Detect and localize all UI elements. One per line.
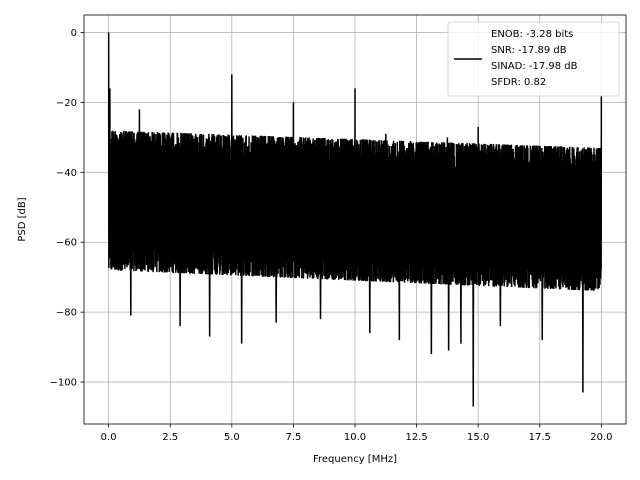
legend-label: ENOB: -3.28 bits <box>491 29 573 40</box>
y-tick-label: −100 <box>50 378 77 389</box>
x-tick-label: 2.5 <box>162 432 178 443</box>
x-tick-label: 0.0 <box>101 432 117 443</box>
legend: ENOB: -3.28 bits SNR: -17.89 dB SINAD: -17… <box>447 21 620 97</box>
ticks: 0.0 2.5 5.0 7.5 10.0 12.5 15.0 17.5 20.0 0 −20 −40 −… <box>50 28 613 443</box>
y-tick-label: −60 <box>56 238 77 249</box>
x-tick-label: 20.0 <box>590 432 612 443</box>
psd-series <box>107 32 603 407</box>
legend-label: SFDR: 0.82 <box>491 77 546 88</box>
y-tick-label: 0 <box>71 28 77 39</box>
psd-line <box>107 32 603 407</box>
x-tick-label: 10.0 <box>344 432 366 443</box>
x-tick-label: 17.5 <box>529 432 551 443</box>
legend-box <box>447 21 620 97</box>
x-axis-label: Frequency [MHz] <box>313 454 397 465</box>
y-tick-label: −80 <box>56 308 77 319</box>
x-tick-label: 15.0 <box>467 432 489 443</box>
y-tick-label: −20 <box>56 98 77 109</box>
legend-label: SNR: -17.89 dB <box>491 45 567 56</box>
x-tick-label: 7.5 <box>285 432 301 443</box>
legend-label: SINAD: -17.98 dB <box>491 61 578 72</box>
x-tick-label: 5.0 <box>224 432 240 443</box>
y-tick-label: −40 <box>56 168 77 179</box>
x-tick-label: 12.5 <box>405 432 427 443</box>
y-axis-label: PSD [dB] <box>17 197 28 241</box>
